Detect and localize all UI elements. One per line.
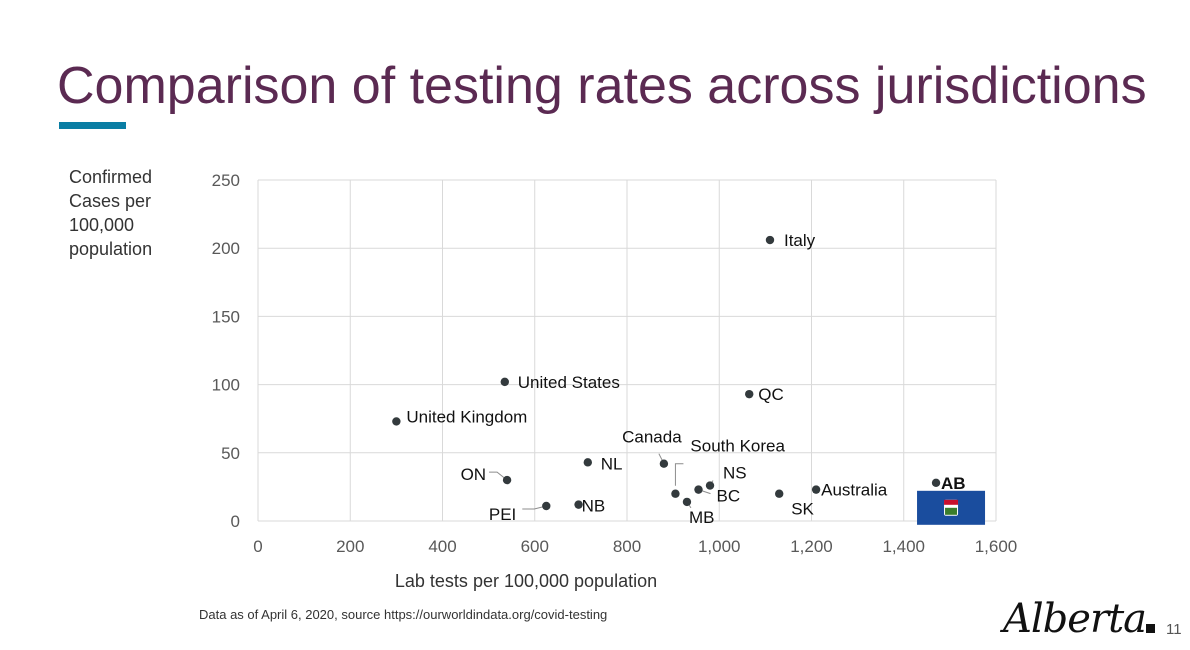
data-point	[931, 478, 941, 488]
slide-title: Comparison of testing rates across juris…	[57, 57, 1147, 115]
y-tick-label: 100	[212, 376, 240, 395]
data-label: South Korea	[690, 437, 785, 456]
data-label: PEI	[489, 505, 516, 524]
alberta-flag-crest-cross	[944, 499, 959, 505]
data-label: United States	[518, 373, 620, 392]
data-label: Italy	[784, 231, 816, 250]
x-tick-label: 1,400	[882, 537, 925, 556]
leader-line	[674, 463, 684, 486]
logo-mark	[1146, 624, 1155, 633]
x-tick-label: 1,000	[698, 537, 741, 556]
data-label: MB	[689, 508, 715, 527]
data-label: ON	[461, 465, 487, 484]
alberta-logo: Alberta	[1003, 596, 1147, 642]
data-label: AB	[941, 474, 966, 493]
y-tick-label: 0	[231, 512, 240, 531]
page-number: 11	[1166, 621, 1182, 638]
data-label: NB	[582, 497, 606, 516]
data-point	[500, 377, 509, 387]
data-point	[574, 500, 583, 509]
data-point	[392, 417, 401, 426]
title-accent-bar	[59, 122, 126, 129]
data-point	[694, 485, 703, 494]
y-tick-label: 50	[221, 444, 240, 463]
data-point	[542, 501, 551, 511]
alberta-flag-crest-field	[945, 507, 958, 515]
x-axis-label: Lab tests per 100,000 population	[395, 571, 657, 591]
x-tick-label: 0	[253, 537, 262, 556]
leader-line	[489, 471, 508, 481]
data-point	[659, 459, 669, 468]
x-tick-label: 200	[336, 537, 364, 556]
data-label: BC	[716, 487, 740, 506]
data-label: Canada	[622, 428, 682, 447]
x-tick-label: 1,600	[975, 537, 1018, 556]
x-tick-label: 600	[521, 537, 549, 556]
y-tick-label: 200	[212, 239, 240, 258]
data-point	[745, 389, 754, 399]
y-axis-label: Confirmed Cases per 100,000 population	[69, 167, 153, 259]
y-tick-label: 150	[212, 307, 240, 326]
data-label: QC	[758, 385, 784, 404]
x-tick-label: 800	[613, 537, 641, 556]
data-label: NL	[601, 454, 623, 473]
data-point	[705, 481, 715, 490]
data-point	[682, 497, 692, 507]
data-point	[811, 485, 821, 494]
data-label: United Kingdom	[406, 407, 527, 426]
x-tick-label: 400	[428, 537, 456, 556]
data-point	[671, 489, 680, 498]
data-point	[775, 489, 784, 498]
data-label: Australia	[821, 481, 888, 500]
y-tick-label: 250	[212, 171, 240, 190]
scatter-chart: 0 200 400 600 800 1,000 1,200 1,400 1,600 0 50 100 1…	[212, 171, 1018, 591]
x-tick-label: 1,200	[790, 537, 833, 556]
data-point	[583, 458, 592, 467]
data-label: NS	[723, 464, 747, 483]
data-point	[502, 475, 512, 485]
source-note: Data as of April 6, 2020, source https:/…	[199, 607, 608, 622]
data-label: SK	[791, 500, 814, 519]
data-point	[765, 235, 775, 245]
